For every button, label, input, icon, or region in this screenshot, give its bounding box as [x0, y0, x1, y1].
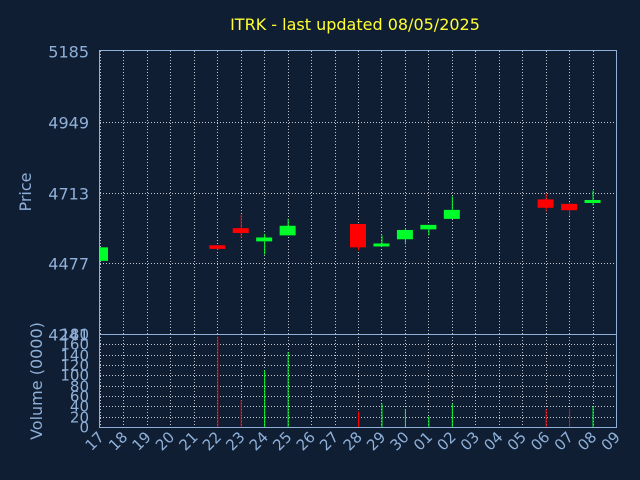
volume-tick-label: 140: [60, 347, 89, 365]
volume-tick-label: 180: [60, 326, 89, 344]
candle-body: [561, 203, 578, 211]
price-axis-label: Price: [16, 172, 35, 211]
candle-body: [256, 237, 273, 242]
candle-body: [100, 247, 108, 261]
candle-body: [420, 224, 437, 230]
volume-panel-frame: [99, 334, 617, 428]
price-tick-label: 5185: [48, 43, 89, 62]
volume-tick-label: 60: [70, 388, 89, 406]
candles: [100, 190, 601, 261]
candle-body: [396, 229, 413, 240]
volume-tick-label: 0: [79, 419, 89, 437]
candle-body: [443, 209, 460, 219]
candle-body: [537, 199, 554, 208]
volume-axis-label: Volume (0000): [27, 322, 46, 440]
chart-title: ITRK - last updated 08/05/2025: [230, 15, 480, 34]
volume-tick-label: 160: [60, 336, 89, 354]
x-axis-label: Day: [333, 458, 363, 476]
candle-body: [584, 199, 601, 203]
candle-body: [232, 228, 249, 233]
price-tick-label: 4241: [48, 326, 89, 345]
price-axis: 5185 4949 4713 4477 4241: [48, 43, 89, 345]
volume-bars: [217, 336, 594, 427]
volume-tick-label: 40: [70, 398, 89, 416]
candle-body: [350, 223, 366, 248]
price-tick-label: 4949: [48, 114, 89, 133]
candle-body: [373, 243, 390, 247]
volume-tick-label: 120: [60, 357, 89, 375]
volume-tick-label: 20: [70, 409, 89, 427]
price-tick-label: 4477: [48, 255, 89, 274]
volume-tick-label: 100: [60, 367, 89, 385]
candle-body: [209, 245, 226, 249]
price-tick-label: 4713: [48, 185, 89, 204]
candle-body: [279, 225, 296, 236]
volume-tick-label: 80: [70, 378, 89, 396]
x-axis: 1718192021222324252627282930010203040506…: [82, 428, 624, 454]
